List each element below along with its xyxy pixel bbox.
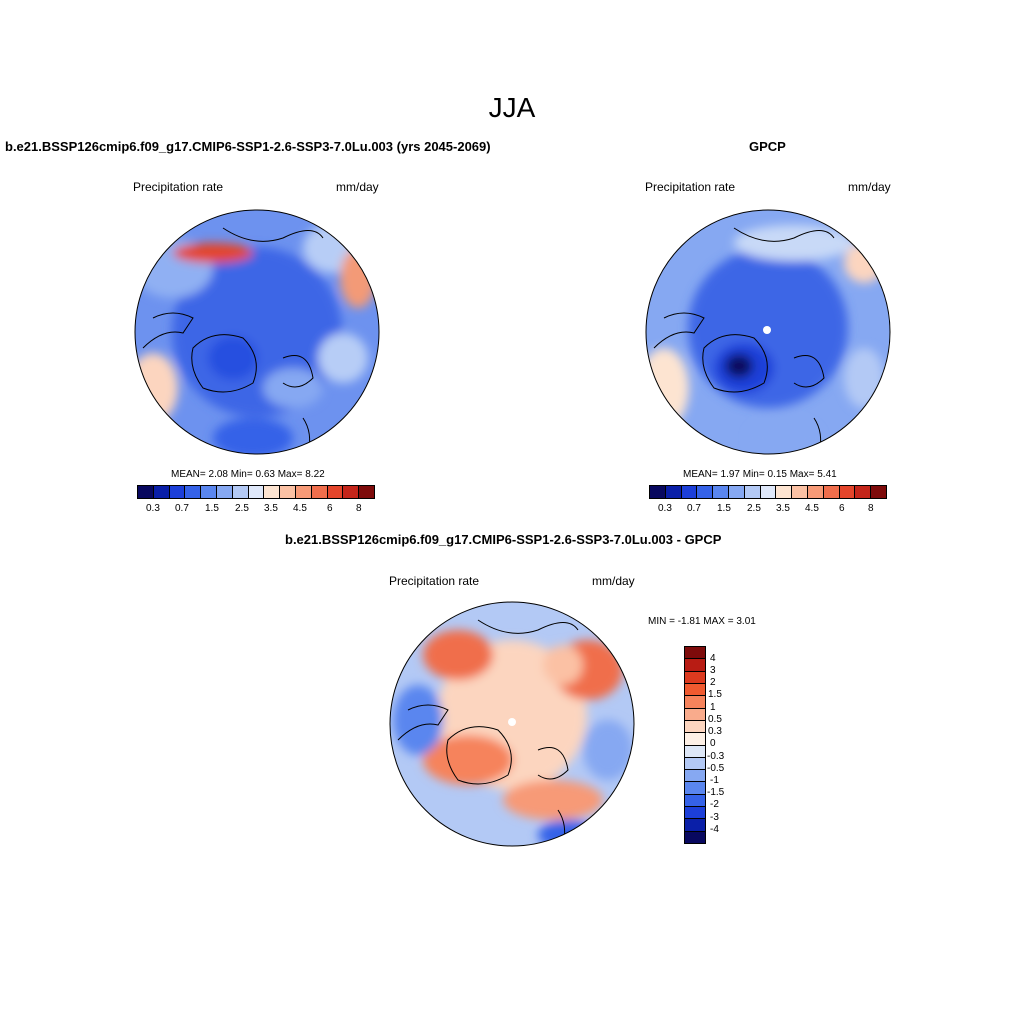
panel1-tick-label: 0.7 [175,503,189,514]
colorbar-swatch [295,486,312,498]
panel3-variable-label: Precipitation rate [389,574,480,588]
colorbar-swatch [792,486,808,498]
colorbar-swatch [201,486,217,498]
panel2-tick-label: 6 [839,503,845,514]
panel3-tick-label: -0.3 [707,751,725,762]
colorbar-swatch [185,486,202,498]
colorbar-swatch [823,486,840,498]
panel1-tick-label: 6 [327,503,333,514]
panel2-tick-label: 1.5 [717,503,731,514]
panel2-colorbar [649,485,887,499]
panel1-colorbar [137,485,375,499]
colorbar-swatch [311,486,328,498]
colorbar-swatch [697,486,714,498]
colorbar-swatch [807,486,824,498]
panel1-tick-label: 1.5 [205,503,219,514]
panel2-tick-label: 8 [868,503,874,514]
colorbar-swatch [685,770,705,783]
colorbar-swatch [685,831,705,843]
colorbar-swatch [685,720,705,734]
colorbar-swatch [343,486,360,498]
colorbar-swatch [169,486,186,498]
figure-title: JJA [488,92,536,123]
panel3-tick-label: 4 [710,653,716,664]
colorbar-swatch [685,733,705,746]
colorbar-swatch [685,659,705,672]
colorbar-swatch [650,486,666,498]
panel2-stats: MEAN= 1.97 Min= 0.15 Max= 5.41 [683,469,837,480]
colorbar-swatch [685,819,705,832]
panel3-units-label: mm/day [592,574,635,588]
panel1-variable-label: Precipitation rate [133,180,224,194]
colorbar-swatch [744,486,761,498]
colorbar-swatch [216,486,233,498]
panel3-tick-label: -1.5 [707,787,725,798]
colorbar-swatch [685,757,705,771]
panel2-title: GPCP [749,139,786,154]
panel3-tick-label: -0.5 [707,763,725,774]
colorbar-swatch [681,486,698,498]
panel1-tick-label: 2.5 [235,503,249,514]
colorbar-swatch [280,486,296,498]
panel1-tick-label: 4.5 [293,503,307,514]
colorbar-swatch [665,486,682,498]
colorbar-swatch [232,486,249,498]
panel2-tick-label: 4.5 [805,503,819,514]
colorbar-swatch [327,486,344,498]
colorbar-swatch [685,696,705,709]
colorbar-swatch [264,486,281,498]
panel3-tick-label: 3 [710,665,716,676]
colorbar-swatch [728,486,745,498]
panel1-stats: MEAN= 2.08 Min= 0.63 Max= 8.22 [171,469,325,480]
panel3-stats: MIN = -1.81 MAX = 3.01 [648,616,756,627]
colorbar-swatch [685,745,705,758]
panel1-tick-label: 0.3 [146,503,160,514]
colorbar-swatch [839,486,856,498]
panel3-colorbar [684,646,706,844]
colorbar-swatch [248,486,265,498]
colorbar-swatch [685,782,705,795]
colorbar-swatch [685,647,705,660]
colorbar-swatch [359,486,374,498]
panel2-variable-label: Precipitation rate [645,180,736,194]
panel2-tick-label: 2.5 [747,503,761,514]
panel3-tick-label: 0 [710,738,716,749]
colorbar-swatch [685,708,705,721]
panel2-units-label: mm/day [848,180,891,194]
panel1-tick-label: 3.5 [264,503,278,514]
panel3-title: b.e21.BSSP126cmip6.f09_g17.CMIP6-SSP1-2.… [285,532,722,547]
panel2-polar-map [645,209,891,455]
colorbar-swatch [685,683,705,697]
colorbar-swatch [871,486,886,498]
colorbar-swatch [138,486,154,498]
panel3-tick-label: -1 [710,775,719,786]
colorbar-swatch [760,486,777,498]
panel2-tick-label: 3.5 [776,503,790,514]
panel1-title: b.e21.BSSP126cmip6.f09_g17.CMIP6-SSP1-2.… [5,139,491,154]
colorbar-swatch [713,486,729,498]
panel3-tick-label: 0.3 [708,726,722,737]
panel3-polar-map [389,601,635,847]
panel3-tick-label: -2 [710,799,719,810]
panel3-tick-label: 2 [710,677,716,688]
panel3-tick-label: -4 [710,824,719,835]
panel1-polar-map [134,209,380,455]
colorbar-swatch [685,807,705,820]
panel3-tick-label: -3 [710,812,719,823]
panel3-tick-label: 0.5 [708,714,722,725]
panel2-tick-label: 0.3 [658,503,672,514]
colorbar-swatch [685,671,705,684]
colorbar-swatch [855,486,872,498]
panel3-tick-label: 1.5 [708,689,722,700]
panel1-units-label: mm/day [336,180,379,194]
colorbar-swatch [685,794,705,808]
colorbar-swatch [776,486,793,498]
panel1-tick-label: 8 [356,503,362,514]
panel2-tick-label: 0.7 [687,503,701,514]
panel3-tick-label: 1 [710,702,716,713]
colorbar-swatch [153,486,170,498]
